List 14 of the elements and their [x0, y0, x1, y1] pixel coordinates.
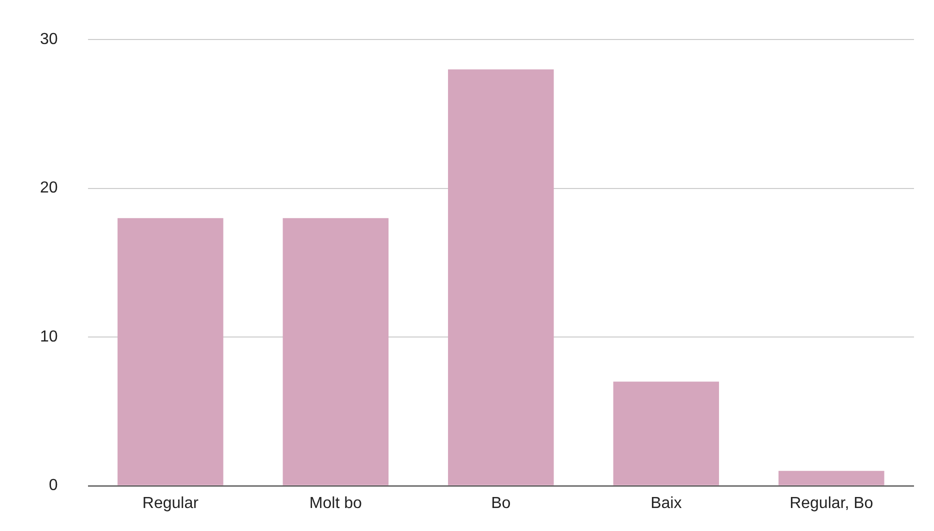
- x-tick-label: Molt bo: [309, 494, 362, 512]
- bar: [118, 218, 224, 486]
- y-tick-label: 0: [48, 477, 58, 494]
- y-tick-label: 20: [40, 180, 58, 197]
- x-tick-label: Baix: [650, 494, 682, 512]
- x-tick-label: Bo: [491, 494, 511, 512]
- bar: [282, 218, 389, 486]
- bar: [778, 470, 884, 486]
- bar: [613, 382, 720, 486]
- bar: [448, 69, 554, 486]
- y-tick-label: 10: [40, 328, 58, 346]
- x-tick-label: Regular: [142, 494, 200, 512]
- x-tick-label: Regular, Bo: [790, 494, 874, 512]
- y-tick-label: 30: [40, 31, 58, 48]
